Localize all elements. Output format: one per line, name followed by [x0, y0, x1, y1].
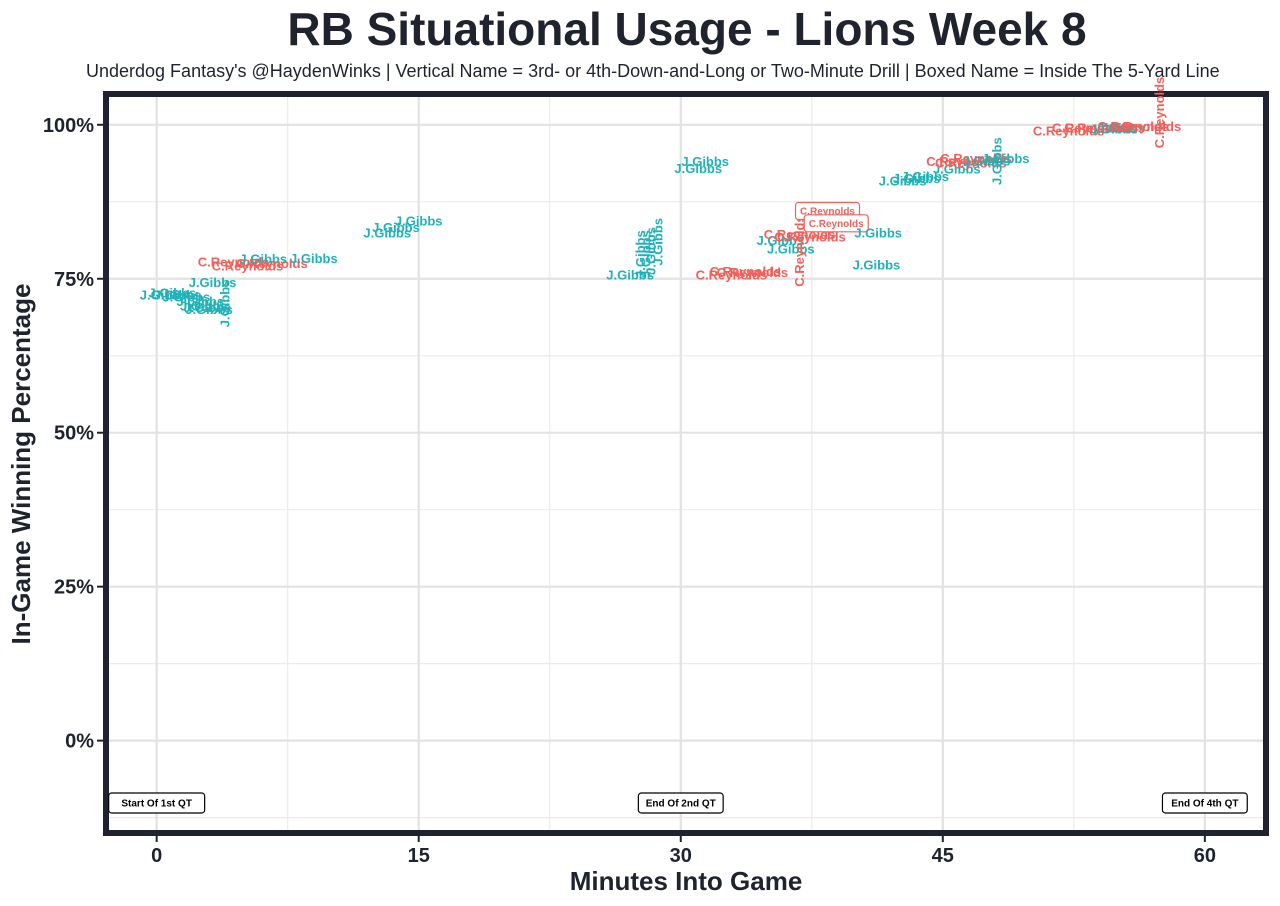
data-label: C.Reynolds [198, 255, 270, 270]
data-label: C.Reynolds [1052, 120, 1124, 135]
quarter-marker-label: Start Of 1st QT [121, 799, 192, 810]
quarter-marker-box [1161, 792, 1248, 814]
x-tick-label: 15 [408, 845, 430, 867]
y-tick-label: 75% [54, 269, 94, 291]
data-label: J.Gibbs [163, 290, 211, 305]
data-label-vertical: J.Gibbs [644, 227, 659, 275]
data-label: J.Gibbs [239, 252, 287, 267]
data-label: J.Gibbs [853, 258, 901, 273]
y-tick-label: 50% [54, 423, 94, 445]
x-tick-label: 60 [1194, 845, 1216, 867]
data-label: J.Gibbs [290, 251, 338, 266]
data-label: J.Gibbs [879, 173, 927, 188]
quarter-marker: End Of 4th QT [1161, 792, 1248, 814]
data-label-box [803, 214, 869, 233]
axis-ticks: 0 15 30 45 60 0% 25% 50% 75% 100% [43, 115, 1216, 867]
x-tick-label: 0 [151, 845, 162, 867]
data-label-vertical: J.Gibbs [217, 280, 232, 328]
chart-subtitle: Underdog Fantasy's @HaydenWinks | Vertic… [86, 61, 1220, 81]
quarter-marker-box [637, 792, 724, 814]
data-label-vertical: J.Gibbs [633, 230, 648, 278]
data-label: C.Reynolds [717, 265, 789, 280]
data-label-text: C.Reynolds [809, 219, 864, 230]
data-label-vertical: C.Reynolds [792, 215, 807, 287]
quarter-marker-box [108, 792, 206, 814]
y-axis-title: In-Game Winning Percentage [6, 284, 36, 645]
data-label: C.Reynolds [1097, 119, 1169, 134]
y-tick-label: 25% [54, 577, 94, 599]
data-labels: J.GibbsJ.GibbsJ.GibbsJ.GibbsJ.GibbsJ.Gib… [140, 77, 1181, 328]
data-label: J.Gibbs [372, 220, 420, 235]
data-label: J.Gibbs [180, 298, 228, 313]
data-label: J.Gibbs [140, 287, 188, 302]
data-label-vertical: J.Gibbs [651, 218, 666, 266]
plot-frame [103, 91, 1269, 836]
data-label: J.Gibbs [176, 294, 224, 309]
plot-border [103, 91, 1269, 836]
data-label: J.Gibbs [1097, 120, 1145, 135]
quarter-marker-label: End Of 2nd QT [646, 799, 716, 810]
data-label: J.Gibbs [395, 213, 443, 228]
data-label: C.Reynolds [236, 256, 308, 271]
data-label: J.Gibbs [149, 285, 197, 300]
data-label: C.Reynolds [696, 268, 768, 283]
y-tick-label: 100% [43, 115, 94, 137]
data-label: C.Reynolds [774, 229, 846, 244]
data-label: J.Gibbs [363, 226, 411, 241]
data-label: J.Gibbs [681, 154, 729, 169]
data-label: C.Reynolds [940, 151, 1012, 166]
data-label: J.Gibbs [185, 302, 233, 317]
gridlines [106, 94, 1266, 833]
quarter-markers: Start Of 1st QT End Of 2nd QT End Of 4th Q… [108, 792, 1248, 814]
data-label-boxed: C.Reynolds [803, 214, 869, 233]
data-label: J.Gibbs [767, 242, 815, 257]
y-tick-label: 0% [65, 731, 94, 753]
data-label-vertical: C.Reynolds [1152, 77, 1167, 149]
quarter-marker-label: End Of 4th QT [1171, 799, 1238, 810]
x-tick-label: 30 [670, 845, 692, 867]
data-label: J.Gibbs [756, 233, 804, 248]
data-label: J.Gibbs [606, 268, 654, 283]
data-label: C.Reynolds [710, 264, 782, 279]
data-label: J.Gibbs [901, 169, 949, 184]
quarter-marker: Start Of 1st QT [108, 792, 206, 814]
data-label: C.Reynolds [1033, 123, 1105, 138]
data-label: J.Gibbs [933, 162, 981, 177]
data-label: J.Gibbs [189, 275, 237, 290]
data-label: C.Reynolds [926, 154, 998, 169]
x-tick-label: 45 [932, 845, 954, 867]
x-axis-title: Minutes Into Game [570, 866, 803, 896]
data-label: J.Gibbs [854, 226, 902, 241]
data-label: C.Reynolds [212, 258, 284, 273]
data-label: J.Gibbs [183, 300, 231, 315]
quarter-marker: End Of 2nd QT [637, 792, 724, 814]
data-label: C.Reynolds [935, 155, 1007, 170]
data-label: J.Gibbs [893, 171, 941, 186]
data-label-vertical: J.Gibbs [638, 230, 653, 278]
data-label: J.Gibbs [963, 154, 1011, 169]
data-label: J.Gibbs [1090, 122, 1138, 137]
data-label: C.Reynolds [1064, 120, 1136, 135]
data-label-text: C.Reynolds [800, 207, 855, 218]
data-label-vertical: J.Gibbs [989, 137, 1004, 185]
data-label: J.Gibbs [982, 151, 1030, 166]
data-label: C.Reynolds [1110, 119, 1182, 134]
data-label: J.Gibbs [674, 161, 722, 176]
chart-title: RB Situational Usage - Lions Week 8 [287, 3, 1087, 55]
data-label: J.Gibbs [154, 287, 202, 302]
